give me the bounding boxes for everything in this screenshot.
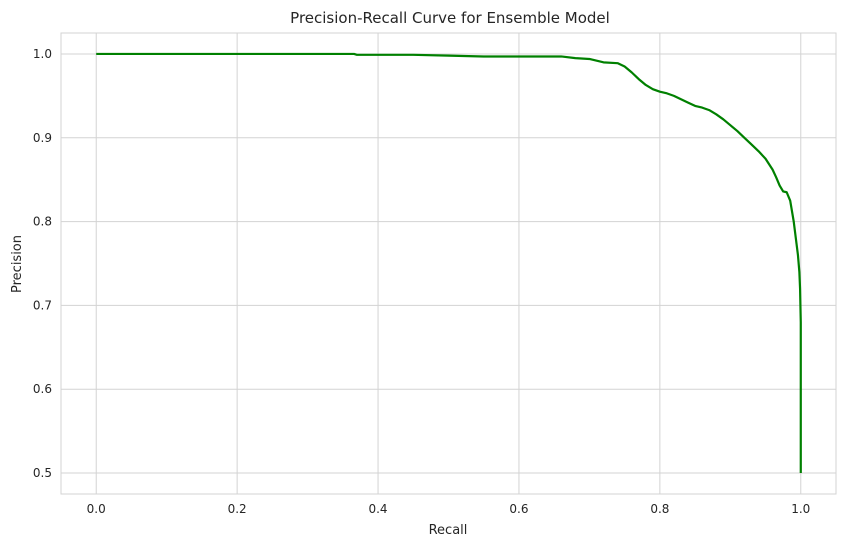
x-tick-label: 1.0 — [791, 502, 810, 516]
y-tick-label: 0.6 — [33, 382, 52, 396]
plot-frame — [60, 32, 837, 495]
grid-lines — [61, 33, 836, 494]
x-tick-label: 0.8 — [650, 502, 669, 516]
y-tick-label: 0.5 — [33, 466, 52, 480]
y-tick-label: 1.0 — [33, 47, 52, 61]
y-tick-label: 0.9 — [33, 131, 52, 145]
x-tick-label: 0.2 — [228, 502, 247, 516]
x-tick-label: 0.0 — [87, 502, 106, 516]
precision-recall-line — [96, 52, 802, 474]
y-tick-label: 0.8 — [33, 215, 52, 229]
series-layer — [96, 52, 802, 474]
x-tick-label: 0.6 — [509, 502, 528, 516]
chart-title: Precision-Recall Curve for Ensemble Mode… — [290, 9, 610, 27]
y-axis-label: Precision — [10, 235, 25, 293]
tick-labels: 0.0 0.2 0.4 0.6 0.8 1.0 0.5 0.6 0.7 0.8 0.9 1.0 — [33, 47, 810, 516]
y-tick-label: 0.7 — [33, 298, 52, 312]
x-tick-label: 0.4 — [368, 502, 387, 516]
x-axis-label: Recall — [429, 523, 468, 538]
